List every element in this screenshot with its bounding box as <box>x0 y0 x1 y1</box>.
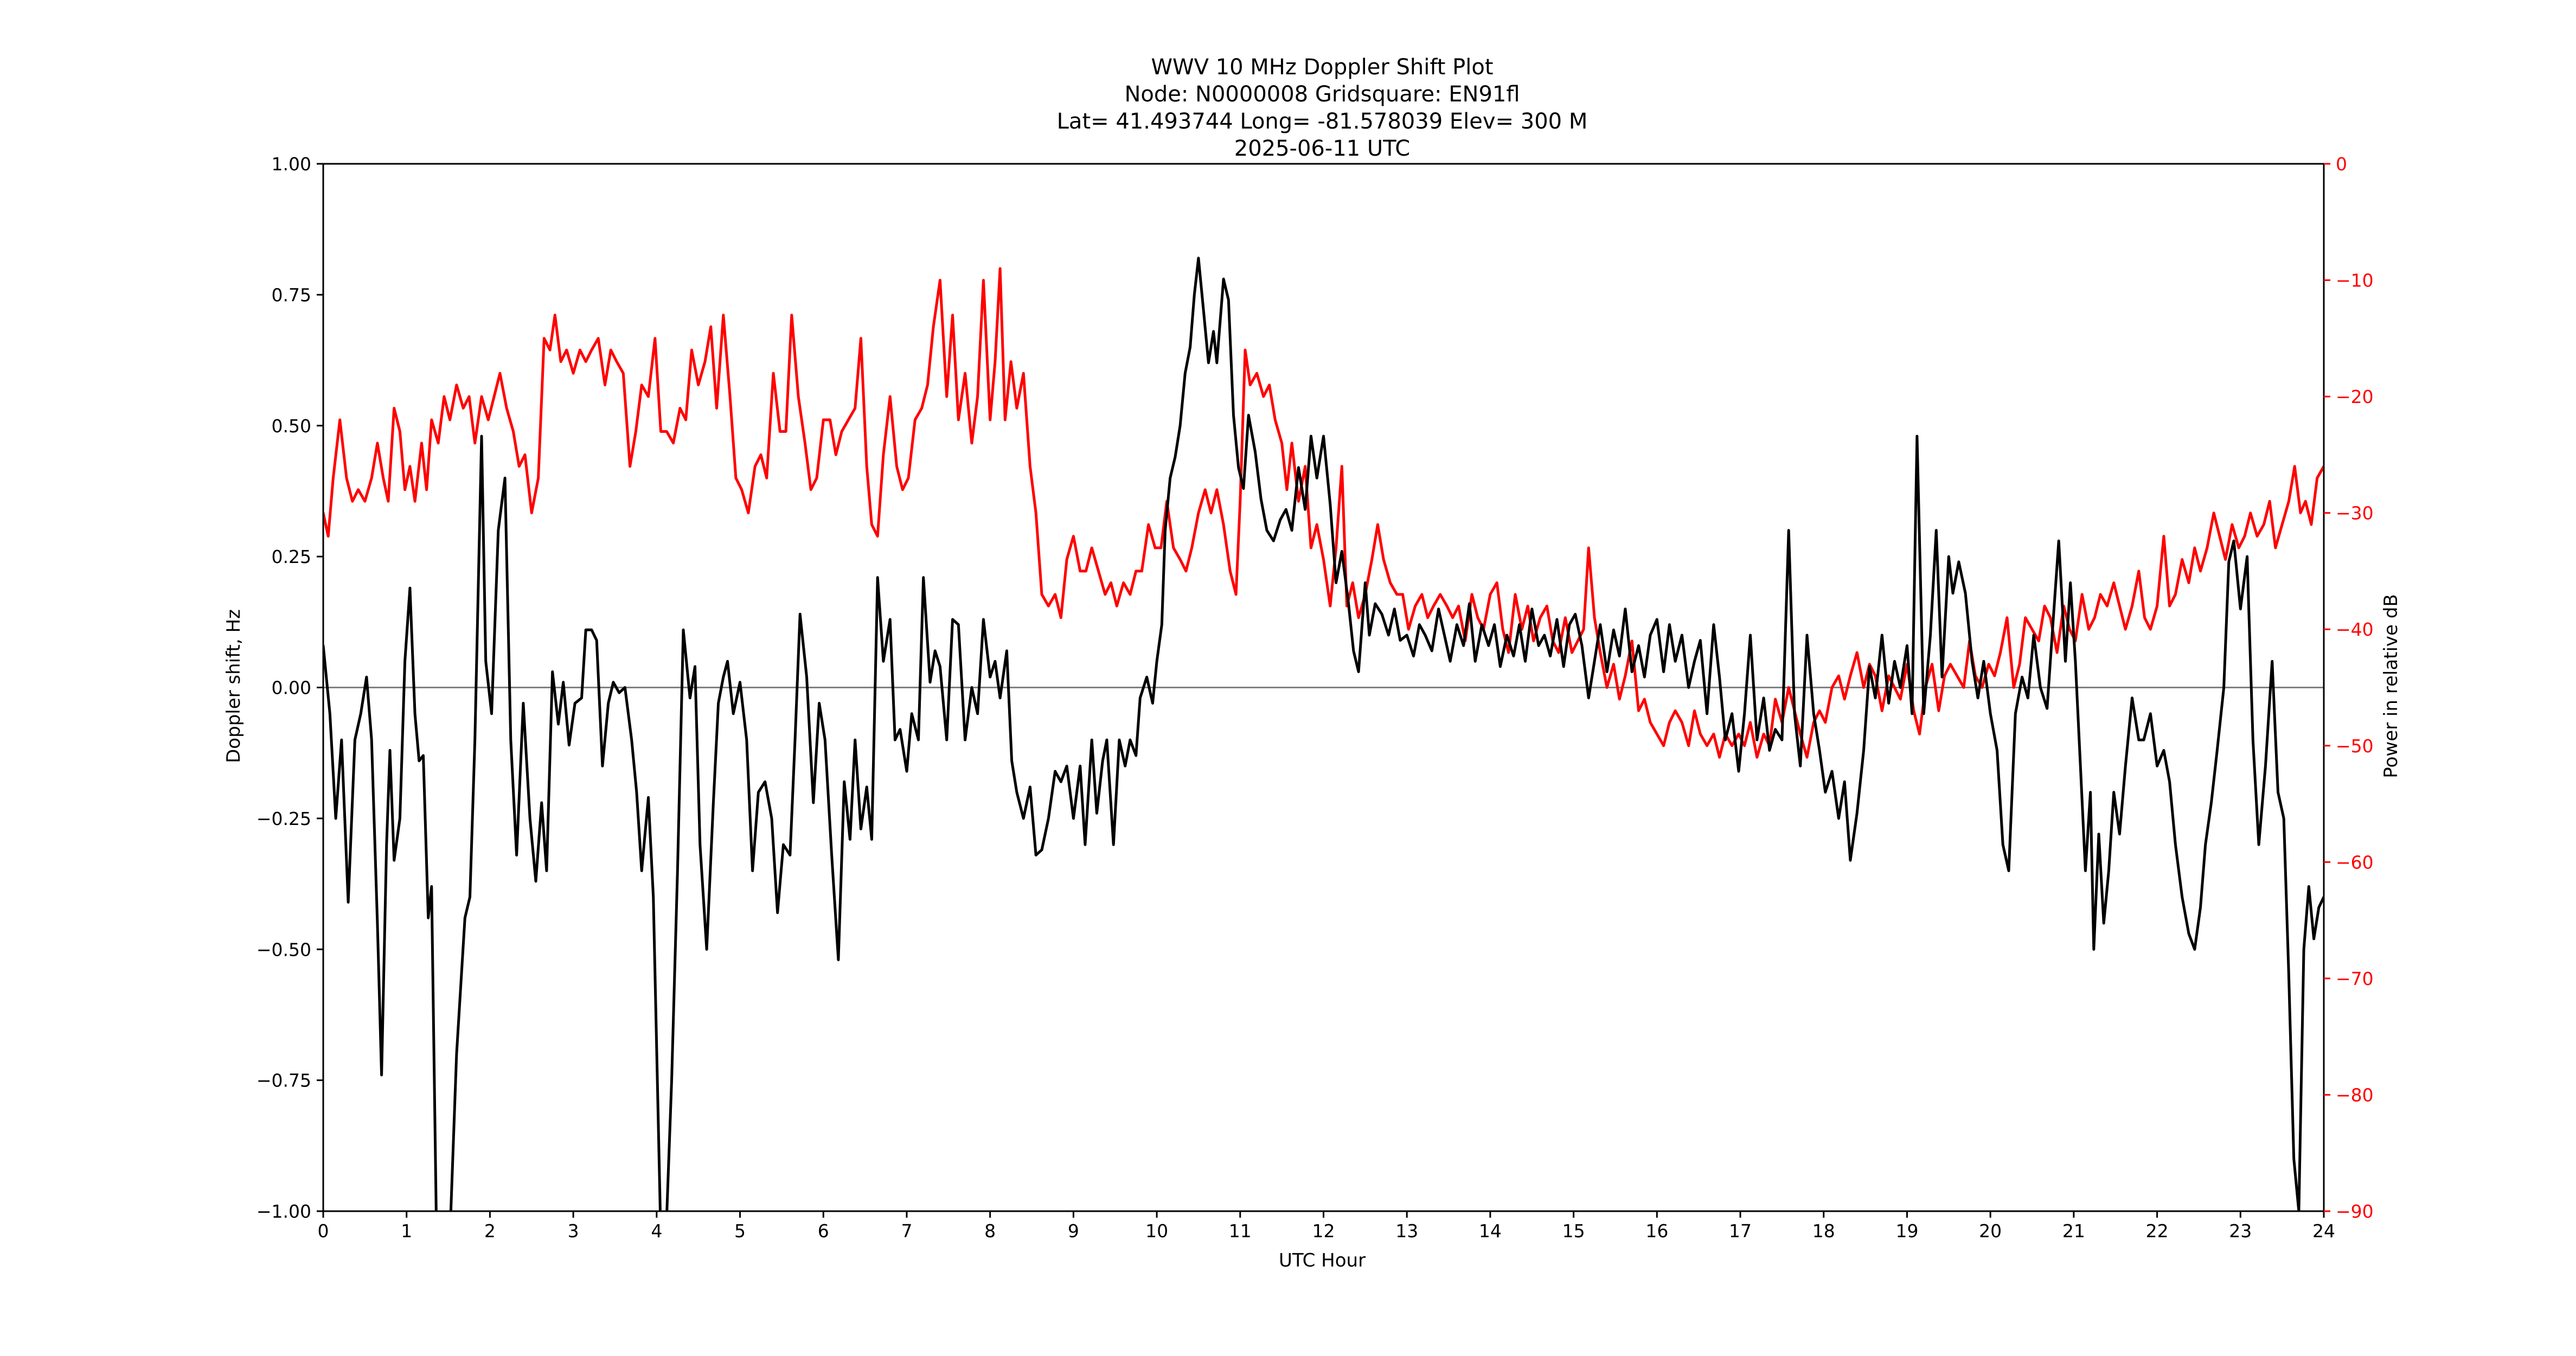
x-tick-label: 18 <box>1812 1220 1835 1242</box>
x-tick-label: 15 <box>1562 1220 1585 1242</box>
y-tick-label: −1.00 <box>257 1201 311 1222</box>
title-line-4: 2025-06-11 UTC <box>1234 136 1410 161</box>
x-tick-label: 24 <box>2312 1220 2335 1242</box>
y-axis-right-label: Power in relative dB <box>2380 594 2402 778</box>
x-tick-label: 16 <box>1645 1220 1668 1242</box>
y-tick-label: 1.00 <box>272 153 311 175</box>
x-tick-label: 7 <box>901 1220 912 1242</box>
y-right-tick-label: −40 <box>2336 619 2374 640</box>
x-tick-label: 5 <box>734 1220 746 1242</box>
x-tick-label: 13 <box>1395 1220 1418 1242</box>
x-tick-label: 17 <box>1729 1220 1752 1242</box>
y-right-tick-label: −10 <box>2336 270 2374 291</box>
x-tick-label: 9 <box>1068 1220 1079 1242</box>
x-tick-label: 10 <box>1145 1220 1168 1242</box>
y-tick-label: −0.75 <box>257 1070 311 1091</box>
y-right-tick-label: −30 <box>2336 503 2374 524</box>
x-tick-label: 22 <box>2146 1220 2169 1242</box>
y-axis-label: Doppler shift, Hz <box>223 609 245 763</box>
y-axis-ticks: 1.00 0.75 0.50 0.25 0.00 −0.25 −0.50 −0.75 −1.00 <box>257 153 323 1222</box>
y-tick-label: 0.50 <box>272 415 311 437</box>
x-tick-label: 23 <box>2229 1220 2252 1242</box>
y-right-tick-label: −20 <box>2336 386 2374 407</box>
y-tick-label: 0.00 <box>272 677 311 699</box>
title-line-2: Node: N0000008 Gridsquare: EN91fl <box>1124 82 1520 107</box>
y-axis-right-ticks: 0 −10 −20 −30 −40 −50 −60 −70 −80 −90 <box>2324 153 2374 1222</box>
x-tick-label: 6 <box>818 1220 829 1242</box>
doppler-series-line <box>323 257 2324 1211</box>
y-tick-label: 0.75 <box>272 284 311 305</box>
x-tick-label: 8 <box>984 1220 996 1242</box>
y-tick-label: −0.50 <box>257 939 311 960</box>
series-lines <box>323 257 2324 1211</box>
x-axis-ticks: 0 1 2 3 4 5 6 7 8 9 10 11 12 13 14 15 16 17 18 19 20 21 22 23 24 <box>318 1211 2335 1242</box>
x-tick-label: 14 <box>1479 1220 1502 1242</box>
x-tick-label: 2 <box>484 1220 496 1242</box>
y-tick-label: 0.25 <box>272 546 311 567</box>
title-line-3: Lat= 41.493744 Long= -81.578039 Elev= 30… <box>1057 109 1588 134</box>
chart-title: WWV 10 MHz Doppler Shift Plot Node: N000… <box>1057 55 1588 161</box>
x-tick-label: 4 <box>651 1220 662 1242</box>
x-tick-label: 20 <box>1979 1220 2002 1242</box>
x-tick-label: 21 <box>2062 1220 2085 1242</box>
power-series-line <box>323 267 2324 759</box>
x-tick-label: 3 <box>568 1220 579 1242</box>
y-right-tick-label: −90 <box>2336 1201 2374 1222</box>
x-tick-label: 19 <box>1895 1220 1918 1242</box>
x-tick-label: 12 <box>1312 1220 1335 1242</box>
y-right-tick-label: −60 <box>2336 852 2374 873</box>
x-tick-label: 11 <box>1229 1220 1252 1242</box>
y-tick-label: −0.25 <box>257 808 311 829</box>
y-right-tick-label: −80 <box>2336 1084 2374 1105</box>
x-tick-label: 0 <box>318 1220 329 1242</box>
y-right-tick-label: −70 <box>2336 968 2374 989</box>
x-axis-label: UTC Hour <box>1279 1250 1366 1271</box>
y-right-tick-label: 0 <box>2336 153 2347 175</box>
x-tick-label: 1 <box>401 1220 412 1242</box>
y-right-tick-label: −50 <box>2336 735 2374 757</box>
title-line-1: WWV 10 MHz Doppler Shift Plot <box>1151 55 1493 80</box>
